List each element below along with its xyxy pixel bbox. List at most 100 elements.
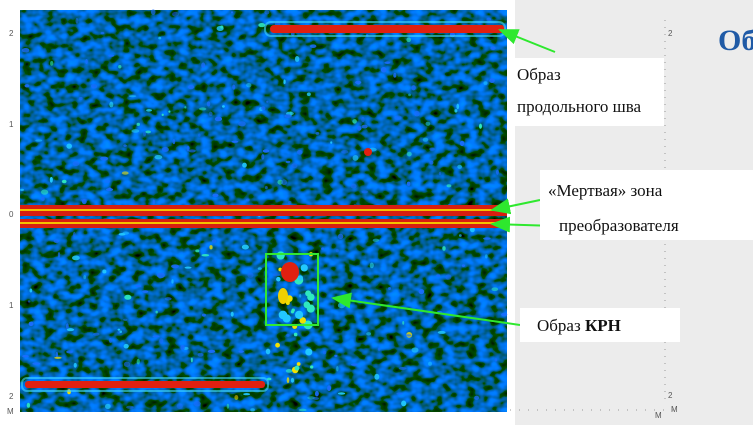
- speckle: [208, 350, 216, 353]
- speckle: [411, 347, 418, 352]
- speckle: [66, 350, 73, 353]
- speckle: [374, 374, 379, 380]
- speckle: [119, 330, 122, 333]
- speckle: [276, 277, 281, 282]
- speckle: [27, 403, 30, 408]
- left-unit: M: [7, 407, 14, 416]
- speckle: [366, 332, 371, 335]
- title: Об: [718, 24, 753, 57]
- speckle: [135, 285, 141, 287]
- left-tick: 1: [9, 120, 14, 129]
- dead-zone-line: [20, 222, 507, 224]
- speckle: [284, 114, 291, 118]
- speckle: [195, 249, 199, 252]
- speckle: [142, 290, 148, 293]
- speckle: [137, 123, 140, 126]
- speckle: [362, 125, 368, 129]
- speckle: [30, 288, 33, 292]
- speckle: [159, 338, 163, 344]
- speckle: [162, 114, 164, 116]
- speckle: [231, 141, 238, 143]
- speckle: [292, 308, 295, 311]
- speckle: [20, 189, 24, 191]
- speckle: [336, 249, 339, 252]
- dead-zone-line: [20, 209, 507, 211]
- speckle: [123, 144, 126, 147]
- speckle: [414, 111, 420, 117]
- speckle: [327, 385, 331, 391]
- speckle: [445, 274, 451, 279]
- speckle: [396, 392, 403, 394]
- speckle: [492, 287, 499, 291]
- speckle: [151, 9, 156, 15]
- speckle: [50, 61, 53, 66]
- speckle: [281, 179, 287, 185]
- speckle: [101, 32, 105, 34]
- speckle: [336, 366, 339, 371]
- speckle: [353, 155, 359, 161]
- speckle: [93, 333, 100, 336]
- speckle: [91, 84, 97, 89]
- annotation: Образ КРН: [537, 316, 621, 335]
- speckle: [428, 362, 432, 366]
- speckle: [126, 406, 134, 409]
- speckle: [123, 319, 127, 321]
- speckle: [122, 232, 129, 235]
- speckle: [361, 117, 364, 122]
- speckle: [286, 161, 291, 163]
- unit: M: [671, 405, 678, 414]
- annotation-text: Образ: [537, 316, 581, 335]
- speckle: [154, 155, 162, 159]
- speckle: [191, 358, 193, 363]
- speckle: [442, 246, 445, 251]
- speckle: [227, 404, 229, 409]
- speckle: [341, 150, 348, 154]
- speckle: [189, 149, 196, 152]
- speckle: [378, 348, 380, 351]
- speckle: [287, 377, 290, 383]
- speckle: [143, 132, 146, 137]
- speckle: [299, 409, 307, 412]
- crack-echo: [278, 288, 288, 304]
- speckle: [258, 267, 262, 270]
- speckle: [266, 349, 271, 355]
- speckle: [263, 149, 270, 152]
- speckle: [129, 95, 136, 97]
- speckle: [312, 397, 319, 400]
- speckle: [307, 293, 314, 300]
- speckle: [462, 264, 465, 267]
- speckle: [479, 124, 482, 129]
- speckle: [80, 198, 87, 202]
- speckle: [137, 359, 140, 365]
- speckle: [153, 200, 155, 205]
- speckle: [483, 237, 490, 240]
- left-tick: 2: [9, 392, 14, 401]
- speckle: [118, 65, 121, 68]
- scan-figure: 2 2 M M 2 1 0 1 2 M Об Образ продольного…: [0, 0, 753, 425]
- speckle: [373, 239, 380, 242]
- speckle: [66, 323, 69, 329]
- speckle: [394, 115, 401, 120]
- speckle: [29, 322, 34, 326]
- speckle: [41, 197, 45, 201]
- speckle: [294, 333, 298, 337]
- speckle: [295, 311, 303, 319]
- speckle: [54, 239, 59, 243]
- speckle: [295, 366, 300, 371]
- speckle: [109, 338, 112, 343]
- speckle: [457, 165, 462, 169]
- speckle: [298, 275, 303, 280]
- speckle: [152, 335, 159, 337]
- speckle: [286, 334, 289, 337]
- speckle: [201, 62, 205, 68]
- speckle: [486, 18, 491, 21]
- speckle: [454, 109, 457, 112]
- speckle: [388, 287, 391, 290]
- speckle: [22, 355, 29, 358]
- speckle: [399, 367, 407, 370]
- speckle: [355, 81, 361, 84]
- speckle: [338, 234, 343, 239]
- left-tick: 0: [9, 210, 14, 219]
- annotation: Образ: [517, 65, 561, 84]
- speckle: [402, 321, 404, 325]
